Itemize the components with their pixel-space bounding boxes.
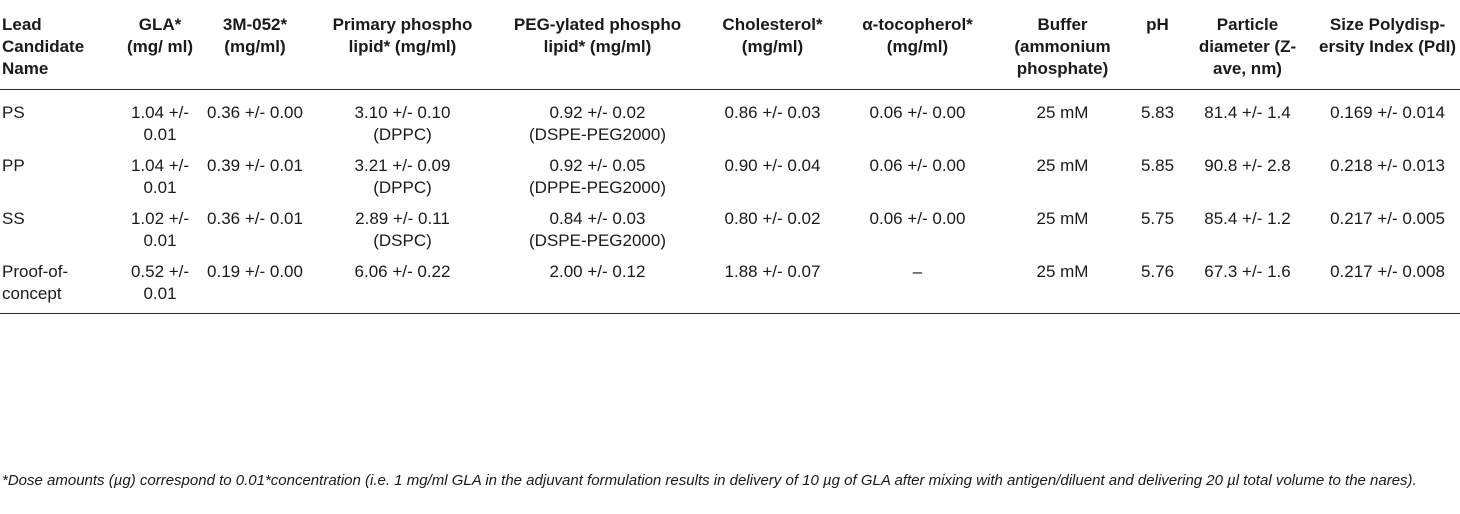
cell-gla: 0.52 +/- 0.01	[130, 262, 190, 303]
cell-primary-lipid: (DPPC)	[373, 178, 432, 197]
cell-3m052: 0.36 +/- 0.00	[207, 103, 303, 122]
table-row: PP 1.04 +/- 0.01 0.39 +/- 0.01 3.21 +/- …	[0, 150, 1460, 203]
header-pdi: Size Polydisp-ersity Index (PdI)	[1319, 15, 1456, 56]
table-footnote: *Dose amounts (µg) correspond to 0.01*co…	[2, 472, 1417, 489]
cell-primary: 2.89 +/- 0.11 (DSPC)	[310, 203, 495, 256]
cell-gla: 1.04 +/- 0.01	[130, 103, 190, 144]
cell-primary-lipid: (DPPC)	[373, 125, 432, 144]
cell-tocopherol: 0.06 +/- 0.00	[869, 156, 966, 175]
cell-peg-value: 2.00 +/- 0.12	[549, 262, 646, 281]
cell-name: SS	[2, 209, 25, 228]
cell-peg: 0.92 +/- 0.02 (DSPE-PEG2000)	[495, 90, 700, 151]
cell-peg-lipid: (DSPE-PEG2000)	[529, 125, 666, 144]
cell-peg: 0.84 +/- 0.03 (DSPE-PEG2000)	[495, 203, 700, 256]
header-ph: pH	[1146, 15, 1169, 34]
cell-buffer: 25 mM	[1036, 262, 1089, 281]
formulation-table: Lead Candidate Name GLA* (mg/ ml) 3M-052…	[0, 6, 1460, 314]
cell-ph: 5.76	[1140, 262, 1175, 281]
cell-diameter: 81.4 +/- 1.4	[1204, 103, 1291, 122]
table-row: SS 1.02 +/- 0.01 0.36 +/- 0.01 2.89 +/- …	[0, 203, 1460, 256]
cell-peg-value: 0.92 +/- 0.02	[549, 103, 646, 122]
cell-ph: 5.83	[1140, 103, 1175, 122]
cell-ph: 5.75	[1140, 209, 1175, 228]
cell-ph: 5.85	[1140, 156, 1175, 175]
table-row: PS 1.04 +/- 0.01 0.36 +/- 0.00 3.10 +/- …	[0, 90, 1460, 151]
cell-buffer: 25 mM	[1036, 156, 1089, 175]
cell-cholesterol: 0.86 +/- 0.03	[724, 103, 821, 122]
cell-peg: 2.00 +/- 0.12	[495, 256, 700, 314]
cell-primary: 3.21 +/- 0.09 (DPPC)	[310, 150, 495, 203]
cell-buffer: 25 mM	[1036, 103, 1089, 122]
cell-primary-value: 2.89 +/- 0.11	[355, 209, 450, 228]
header-lead-candidate: Lead Candidate Name	[2, 15, 85, 78]
cell-diameter: 67.3 +/- 1.6	[1204, 262, 1291, 281]
cell-diameter: 90.8 +/- 2.8	[1204, 156, 1291, 175]
cell-cholesterol: 0.80 +/- 0.02	[724, 209, 821, 228]
cell-peg-value: 0.92 +/- 0.05	[549, 156, 646, 175]
cell-diameter: 85.4 +/- 1.2	[1204, 209, 1291, 228]
cell-name: PS	[2, 103, 25, 122]
cell-name: PP	[2, 156, 25, 175]
cell-gla: 1.04 +/- 0.01	[130, 156, 190, 197]
cell-peg-lipid: (DPPE-PEG2000)	[529, 178, 666, 197]
header-gla: GLA* (mg/ ml)	[126, 15, 194, 56]
cell-pdi: 0.218 +/- 0.013	[1330, 156, 1445, 175]
cell-primary: 3.10 +/- 0.10 (DPPC)	[310, 90, 495, 151]
cell-name: Proof-of-concept	[2, 262, 69, 303]
cell-3m052: 0.36 +/- 0.01	[207, 209, 303, 228]
header-particle-diameter: Particle diameter (Z-ave, nm)	[1198, 15, 1297, 78]
table-row: Proof-of-concept 0.52 +/- 0.01 0.19 +/- …	[0, 256, 1460, 314]
cell-peg-lipid: (DSPE-PEG2000)	[529, 231, 666, 250]
cell-tocopherol: –	[912, 262, 923, 281]
cell-primary-lipid: (DSPC)	[373, 231, 432, 250]
table-header-row: Lead Candidate Name GLA* (mg/ ml) 3M-052…	[0, 6, 1460, 90]
cell-cholesterol: 1.88 +/- 0.07	[724, 262, 821, 281]
cell-gla: 1.02 +/- 0.01	[130, 209, 190, 250]
header-tocopherol: α-tocopherol* (mg/ml)	[862, 15, 973, 56]
cell-primary-value: 6.06 +/- 0.22	[354, 262, 451, 281]
cell-pdi: 0.169 +/- 0.014	[1330, 103, 1445, 122]
header-primary-phospholipid: Primary phospho lipid* (mg/ml)	[332, 15, 473, 56]
header-3m052: 3M-052* (mg/ml)	[222, 15, 288, 56]
cell-tocopherol: 0.06 +/- 0.00	[869, 209, 966, 228]
cell-pdi: 0.217 +/- 0.008	[1330, 262, 1445, 281]
header-pegylated-phospholipid: PEG-ylated phospho lipid* (mg/ml)	[513, 15, 682, 56]
cell-3m052: 0.19 +/- 0.00	[207, 262, 303, 281]
cell-3m052: 0.39 +/- 0.01	[207, 156, 303, 175]
header-cholesterol: Cholesterol* (mg/ml)	[722, 15, 823, 56]
cell-primary-value: 3.10 +/- 0.10	[354, 103, 451, 122]
cell-primary: 6.06 +/- 0.22	[310, 256, 495, 314]
cell-pdi: 0.217 +/- 0.005	[1330, 209, 1445, 228]
header-buffer: Buffer (ammonium phosphate)	[1014, 15, 1111, 78]
cell-peg: 0.92 +/- 0.05 (DPPE-PEG2000)	[495, 150, 700, 203]
cell-cholesterol: 0.90 +/- 0.04	[724, 156, 821, 175]
cell-primary-value: 3.21 +/- 0.09	[354, 156, 451, 175]
cell-buffer: 25 mM	[1036, 209, 1089, 228]
cell-peg-value: 0.84 +/- 0.03	[549, 209, 646, 228]
cell-tocopherol: 0.06 +/- 0.00	[869, 103, 966, 122]
